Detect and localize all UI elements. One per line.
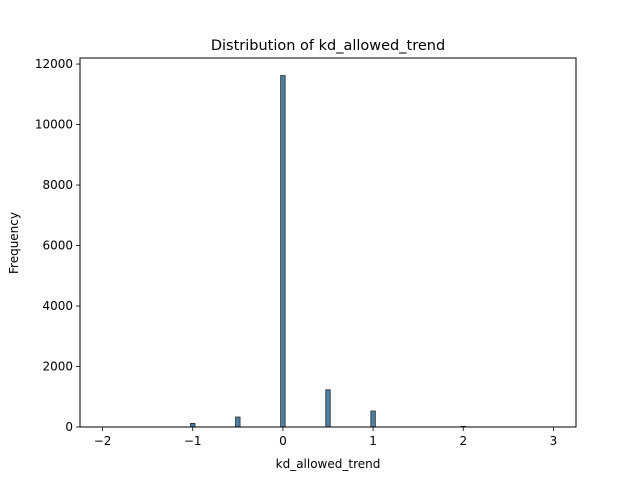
histogram-bar-2 (280, 75, 286, 428)
y-tick-label: 10000 (35, 118, 73, 132)
y-tick-label: 4000 (42, 299, 73, 313)
histogram-bar-0 (190, 422, 196, 428)
x-tick-label: 0 (279, 434, 287, 448)
x-tick-label: 1 (369, 434, 377, 448)
x-tick-label: −2 (94, 434, 112, 448)
y-axis-label: Frequency (7, 212, 21, 274)
histogram-bar-1 (235, 416, 241, 428)
x-axis: −2 −1 0 1 2 3 (94, 427, 558, 448)
x-tick-label: 2 (459, 434, 467, 448)
y-axis: 0 2000 4000 6000 8000 10000 12000 (35, 57, 80, 434)
x-axis-label: kd_allowed_trend (276, 457, 381, 471)
chart-title: Distribution of kd_allowed_trend (211, 38, 445, 54)
y-tick-label: 6000 (42, 239, 73, 253)
y-tick-label: 8000 (42, 178, 73, 192)
histogram-bar-3 (325, 389, 331, 428)
plot-frame (79, 57, 577, 428)
y-tick-label: 12000 (35, 57, 73, 71)
y-tick-label: 2000 (42, 360, 73, 374)
histogram-bar-4 (370, 410, 376, 428)
x-tick-label: 3 (550, 434, 558, 448)
y-tick-label: 0 (65, 420, 73, 434)
plot-area (190, 75, 466, 428)
x-tick-label: −1 (184, 434, 202, 448)
